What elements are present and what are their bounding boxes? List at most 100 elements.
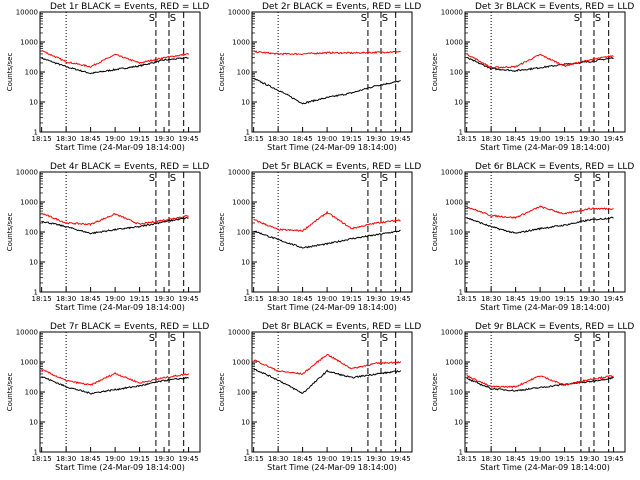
panel-title: Det 2r BLACK = Events, RED = LLD bbox=[262, 2, 421, 12]
saa-marker: S bbox=[361, 173, 367, 184]
x-tick-label: 18:15 bbox=[244, 295, 264, 303]
x-axis-label: Start Time (24-Mar-09 18:14:00) bbox=[267, 303, 397, 312]
x-tick-label: 19:15 bbox=[341, 135, 361, 143]
y-tick-label: 10 bbox=[454, 259, 463, 267]
x-tick-label: 18:30 bbox=[56, 455, 76, 463]
x-tick-label: 19:00 bbox=[317, 135, 337, 143]
x-tick-label: 18:15 bbox=[244, 455, 264, 463]
x-axis-label: Start Time (24-Mar-09 18:14:00) bbox=[480, 143, 610, 152]
y-tick-label: 1000 bbox=[232, 39, 250, 47]
detector-panel-4: Det 4r BLACK = Events, RED = LLD 1 10 100 10… bbox=[6, 162, 209, 312]
x-tick-label: 18:15 bbox=[244, 135, 264, 143]
y-tick-label: 100 bbox=[237, 69, 250, 77]
y-tick-label: 10000 bbox=[16, 9, 38, 17]
series-line bbox=[253, 210, 401, 233]
panel-title: Det 6r BLACK = Events, RED = LLD bbox=[475, 162, 634, 172]
x-tick-label: 19:30 bbox=[366, 455, 386, 463]
y-tick-label: 1 bbox=[246, 129, 250, 137]
x-tick-label: 19:15 bbox=[341, 455, 361, 463]
x-tick-label: 19:15 bbox=[129, 295, 149, 303]
saa-marker: S bbox=[170, 173, 176, 184]
saa-marker: S bbox=[149, 173, 155, 184]
detector-panel-9: Det 9r BLACK = Events, RED = LLD 1 10 100 10… bbox=[431, 322, 634, 472]
x-tick-label: 19:30 bbox=[366, 135, 386, 143]
x-axis-label: Start Time (24-Mar-09 18:14:00) bbox=[480, 463, 610, 472]
y-tick-label: 1000 bbox=[20, 359, 38, 367]
x-tick-label: 18:30 bbox=[268, 135, 288, 143]
y-tick-label: 10 bbox=[29, 259, 38, 267]
x-tick-label: 19:45 bbox=[603, 135, 623, 143]
panel-title: Det 3r BLACK = Events, RED = LLD bbox=[475, 2, 634, 12]
saa-marker: S bbox=[595, 173, 601, 184]
detector-panel-5: Det 5r BLACK = Events, RED = LLD 1 10 100 10… bbox=[218, 162, 421, 312]
x-tick-label: 19:00 bbox=[530, 295, 550, 303]
x-tick-label: 18:15 bbox=[32, 135, 52, 143]
panel-title: Det 8r BLACK = Events, RED = LLD bbox=[262, 322, 421, 332]
y-tick-label: 10000 bbox=[228, 329, 250, 337]
y-axis-label: Counts/sec bbox=[6, 213, 14, 252]
y-tick-label: 1000 bbox=[20, 39, 38, 47]
x-tick-label: 19:15 bbox=[554, 455, 574, 463]
y-tick-label: 100 bbox=[25, 229, 38, 237]
plot-frame bbox=[39, 11, 201, 133]
x-tick-label: 18:15 bbox=[32, 295, 52, 303]
x-tick-label: 19:45 bbox=[390, 455, 410, 463]
series-line bbox=[253, 368, 402, 394]
x-tick-label: 19:15 bbox=[129, 135, 149, 143]
y-axis-label: Counts/sec bbox=[6, 373, 14, 412]
x-tick-label: 19:00 bbox=[105, 135, 125, 143]
saa-marker: S bbox=[595, 13, 601, 24]
y-tick-label: 1000 bbox=[445, 39, 463, 47]
panel-title: Det 7r BLACK = Events, RED = LLD bbox=[50, 322, 209, 332]
y-tick-label: 100 bbox=[25, 389, 38, 397]
y-axis-label: Counts/sec bbox=[218, 213, 226, 252]
x-tick-label: 19:00 bbox=[317, 295, 337, 303]
x-tick-label: 18:45 bbox=[81, 295, 101, 303]
y-tick-label: 1 bbox=[459, 289, 463, 297]
series-line bbox=[41, 50, 189, 68]
saa-marker: S bbox=[149, 333, 155, 344]
series-line bbox=[253, 229, 401, 249]
y-tick-label: 1000 bbox=[20, 199, 38, 207]
y-tick-label: 1000 bbox=[232, 199, 250, 207]
saa-marker: S bbox=[361, 333, 367, 344]
x-tick-label: 19:30 bbox=[579, 135, 599, 143]
y-tick-label: 10 bbox=[454, 419, 463, 427]
y-tick-label: 1000 bbox=[445, 359, 463, 367]
x-tick-label: 18:15 bbox=[457, 455, 477, 463]
y-tick-label: 100 bbox=[450, 69, 463, 77]
panel-title: Det 1r BLACK = Events, RED = LLD bbox=[50, 2, 209, 12]
y-tick-label: 10 bbox=[241, 419, 250, 427]
panel-title: Det 9r BLACK = Events, RED = LLD bbox=[475, 322, 634, 332]
x-tick-label: 19:30 bbox=[579, 295, 599, 303]
x-tick-label: 18:45 bbox=[293, 455, 313, 463]
saa-marker: S bbox=[574, 13, 580, 24]
y-tick-label: 10000 bbox=[441, 169, 463, 177]
y-tick-label: 1 bbox=[246, 289, 250, 297]
panel-title: Det 4r BLACK = Events, RED = LLD bbox=[50, 162, 209, 172]
y-tick-label: 1000 bbox=[445, 199, 463, 207]
x-tick-label: 19:00 bbox=[530, 455, 550, 463]
plot-frame bbox=[39, 331, 201, 453]
y-tick-label: 1 bbox=[34, 449, 38, 457]
y-tick-label: 100 bbox=[237, 229, 250, 237]
x-tick-label: 18:45 bbox=[81, 135, 101, 143]
x-tick-label: 19:00 bbox=[105, 455, 125, 463]
saa-marker: S bbox=[382, 333, 388, 344]
y-tick-label: 1 bbox=[459, 129, 463, 137]
series-line bbox=[41, 217, 189, 235]
y-axis-label: Counts/sec bbox=[431, 373, 439, 412]
saa-marker: S bbox=[382, 173, 388, 184]
plot-frame bbox=[464, 171, 626, 293]
x-tick-label: 18:30 bbox=[268, 295, 288, 303]
y-tick-label: 10 bbox=[241, 259, 250, 267]
series-line bbox=[466, 375, 614, 389]
x-tick-label: 19:45 bbox=[178, 455, 198, 463]
x-tick-label: 18:30 bbox=[56, 135, 76, 143]
saa-marker: S bbox=[574, 173, 580, 184]
x-tick-label: 19:45 bbox=[603, 455, 623, 463]
saa-marker: S bbox=[382, 13, 388, 24]
x-tick-label: 18:45 bbox=[506, 455, 526, 463]
x-tick-label: 18:15 bbox=[32, 455, 52, 463]
